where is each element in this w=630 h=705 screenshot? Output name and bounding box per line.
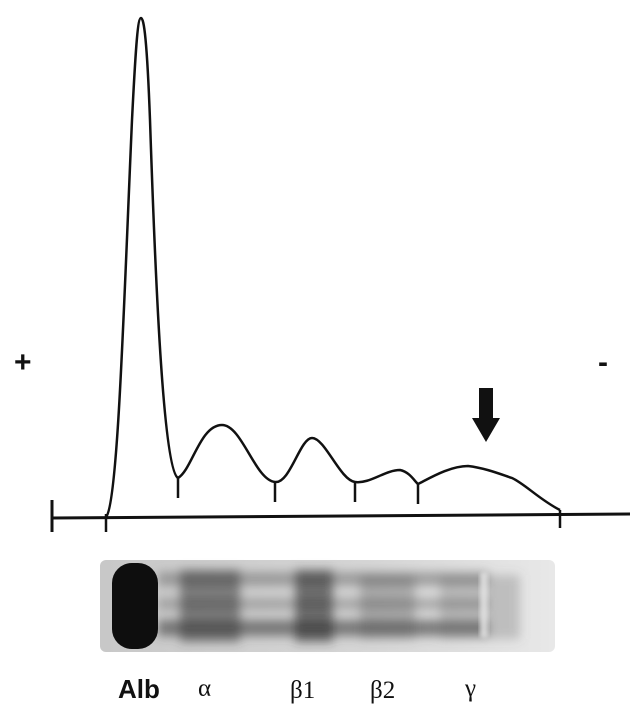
anode-sign: +: [14, 346, 32, 379]
gel-band-rows: [158, 570, 520, 642]
fraction-label-alb: Alb: [118, 674, 160, 704]
protein-curve: [104, 16, 561, 518]
baseline-axis: [51, 512, 630, 520]
fraction-label-beta1: β1: [290, 677, 315, 704]
gel-band-beta2: [360, 575, 415, 639]
gel-strip: [100, 560, 555, 652]
down-arrow-icon: [472, 388, 500, 442]
fraction-label-gamma: γ: [464, 675, 476, 702]
gel-band-alpha: [180, 570, 240, 642]
gel-sample-well: [480, 572, 488, 638]
gel-band-albumin: [112, 563, 158, 649]
fraction-label-beta2: β2: [370, 677, 395, 704]
cathode-sign: -: [598, 346, 608, 379]
densitometry-trace: [50, 16, 630, 532]
fraction-label-alpha: α: [198, 675, 211, 702]
gel-band-beta1: [295, 570, 333, 642]
fraction-labels: Alb α β1 β2 γ: [118, 674, 476, 704]
